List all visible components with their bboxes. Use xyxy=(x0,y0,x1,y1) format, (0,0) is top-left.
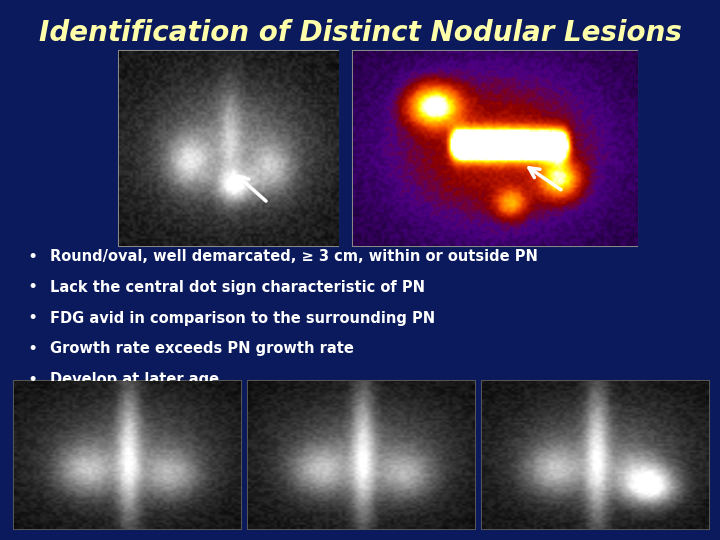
Text: FDG avid in comparison to the surrounding PN: FDG avid in comparison to the surroundin… xyxy=(50,310,436,326)
Text: •: • xyxy=(27,340,37,358)
Text: •: • xyxy=(27,309,37,327)
Text: Age 12: Age 12 xyxy=(488,385,547,400)
Bar xyxy=(353,51,637,246)
Bar xyxy=(248,381,475,529)
Bar xyxy=(14,381,241,529)
Text: Identification of Distinct Nodular Lesions: Identification of Distinct Nodular Lesio… xyxy=(39,19,681,47)
Text: Develop at later age: Develop at later age xyxy=(50,372,220,387)
Bar xyxy=(119,51,338,246)
Bar xyxy=(482,381,709,529)
Text: •: • xyxy=(27,247,37,266)
Text: Age 9: Age 9 xyxy=(254,385,303,400)
Text: Growth rate exceeds PN growth rate: Growth rate exceeds PN growth rate xyxy=(50,341,354,356)
Text: •: • xyxy=(27,278,37,296)
Text: Age 2: Age 2 xyxy=(20,385,69,400)
Text: Lack the central dot sign characteristic of PN: Lack the central dot sign characteristic… xyxy=(50,280,426,295)
Text: •: • xyxy=(27,370,37,389)
Text: Round/oval, well demarcated, ≥ 3 cm, within or outside PN: Round/oval, well demarcated, ≥ 3 cm, wit… xyxy=(50,249,539,264)
